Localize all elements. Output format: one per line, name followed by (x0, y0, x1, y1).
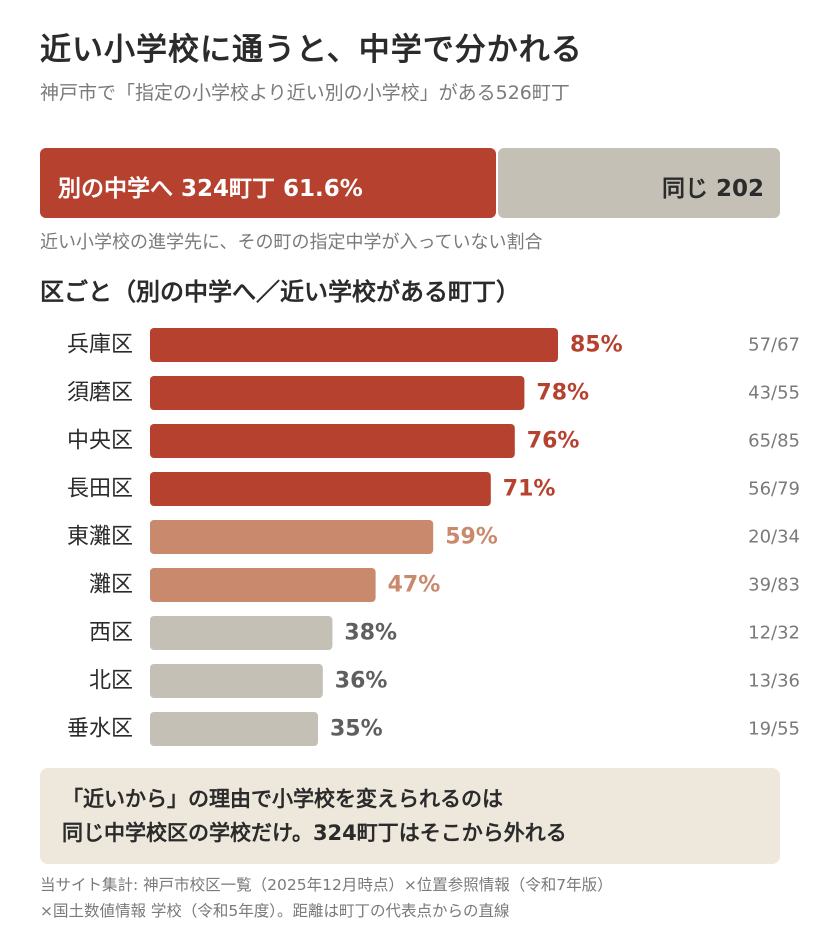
count-label: 13/36 (748, 671, 800, 692)
source-note: 当サイト集計: 神戸市校区一覧（2025年12月時点）×位置参照情報（令和7年版… (40, 872, 613, 924)
section-title: 区ごと（別の中学へ／近い学校がある町丁） (40, 278, 520, 306)
count-label: 39/83 (748, 575, 800, 596)
bar (150, 616, 333, 650)
bar (150, 424, 515, 458)
chart-title: 近い小学校に通うと、中学で分かれる (40, 32, 583, 68)
chart-subtitle: 神戸市で「指定の小学校より近い別の小学校」がある526町丁 (40, 82, 570, 104)
category-label: 灘区 (89, 573, 133, 598)
value-label: 47% (388, 573, 441, 598)
summary-bar-split: 別の中学へ 324町丁 61.6% (40, 148, 496, 218)
summary-bar-same: 同じ 202 (498, 148, 780, 218)
value-label: 78% (536, 381, 589, 406)
summary-stacked-bar: 別の中学へ 324町丁 61.6% 同じ 202 (40, 148, 780, 218)
value-label: 85% (570, 333, 623, 358)
category-label: 西区 (89, 621, 133, 646)
category-label: 東灘区 (67, 525, 133, 550)
category-label: 兵庫区 (67, 333, 133, 358)
bar (150, 520, 434, 554)
source-line-2: ×国土数値情報 学校（令和5年度）。距離は町丁の代表点からの直線 (40, 902, 510, 920)
bar (150, 664, 323, 698)
category-label: 北区 (89, 669, 133, 694)
value-label: 36% (335, 669, 388, 694)
count-label: 20/34 (748, 527, 800, 548)
count-label: 65/85 (748, 431, 800, 452)
callout-line-1: 「近いから」の理由で小学校を変えられるのは (62, 787, 503, 811)
value-label: 71% (503, 477, 556, 502)
count-label: 12/32 (748, 623, 800, 644)
summary-note: 近い小学校の進学先に、その町の指定中学が入っていない割合 (40, 232, 543, 253)
bar (150, 568, 376, 602)
count-label: 43/55 (748, 383, 800, 404)
count-label: 56/79 (748, 479, 800, 500)
category-label: 長田区 (67, 477, 133, 502)
count-label: 19/55 (748, 719, 800, 740)
value-label: 59% (445, 525, 498, 550)
count-label: 57/67 (748, 335, 800, 356)
category-label: 中央区 (67, 429, 133, 454)
source-line-1: 当サイト集計: 神戸市校区一覧（2025年12月時点）×位置参照情報（令和7年版… (40, 876, 613, 894)
bar (150, 376, 525, 410)
bar (150, 712, 318, 746)
value-label: 38% (344, 621, 397, 646)
summary-same-label: 同じ 202 (661, 176, 764, 202)
value-label: 35% (330, 717, 383, 742)
category-label: 垂水区 (67, 717, 133, 742)
callout-line-2: 同じ中学校区の学校だけ。324町丁はそこから外れる (62, 821, 567, 845)
value-label: 76% (527, 429, 580, 454)
callout-box: 「近いから」の理由で小学校を変えられるのは 同じ中学校区の学校だけ。324町丁は… (40, 768, 780, 864)
bar (150, 328, 558, 362)
category-label: 須磨区 (67, 381, 133, 406)
bar (150, 472, 491, 506)
summary-split-label: 別の中学へ 324町丁 61.6% (58, 176, 363, 202)
